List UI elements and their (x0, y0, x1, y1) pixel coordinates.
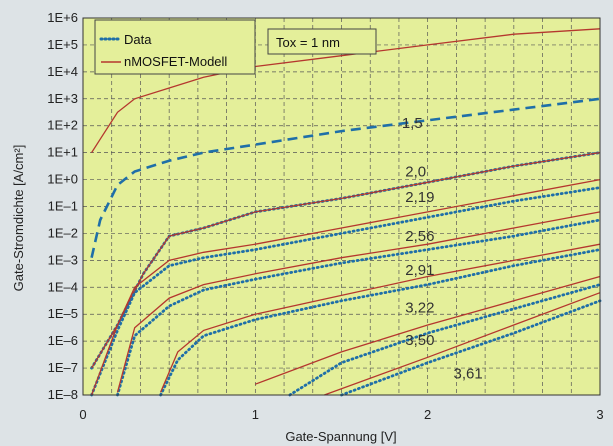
curve-data-3,22 (159, 248, 602, 397)
plot-frame (82, 17, 601, 396)
curves (90, 28, 602, 397)
y-axis-label: Gate-Stromdichte [A/cm²] (11, 145, 26, 292)
curve-label: 2,19 (405, 189, 434, 206)
annotation-text: Tox = 1 nm (276, 35, 340, 50)
curve-data-3,61 (340, 299, 602, 397)
x-tick-labels: 0 1 2 3 (79, 407, 603, 422)
y-tick-label: 1E+2 (47, 118, 78, 133)
curve-label: 3,22 (405, 299, 434, 316)
y-tick-label: 1E+4 (47, 64, 78, 79)
y-tick-label: 1E–2 (48, 225, 78, 240)
curve-model-2,56 (90, 178, 601, 396)
curve-label: 1,5 (402, 115, 423, 132)
curve-data-2,0 (90, 97, 601, 258)
curve-label: 3,50 (405, 332, 434, 349)
curve-model-1,5 (91, 28, 601, 153)
curve-label: 2,91 (405, 262, 434, 279)
annotation-tox: Tox = 1 nm (267, 28, 377, 55)
curve-data-2,56 (90, 186, 602, 397)
curve-data-3,50 (288, 283, 602, 397)
y-tick-label: 1E+1 (47, 145, 78, 160)
legend: Data nMOSFET-Modell (94, 19, 256, 75)
y-tick-label: 1E–3 (48, 252, 78, 267)
y-tick-label: 1E+6 (47, 10, 78, 25)
y-tick-label: 1E–5 (48, 306, 78, 321)
curve-label: 2,0 (405, 163, 426, 180)
curve-model-2,91 (116, 211, 601, 393)
legend-label-model: nMOSFET-Modell (124, 54, 227, 69)
x-tick-label: 2 (424, 407, 431, 422)
curve-label: 2,56 (405, 228, 434, 245)
x-tick-label: 1 (252, 407, 259, 422)
x-axis-label: Gate-Spannung [V] (285, 429, 396, 444)
curve-model-3,22 (160, 243, 601, 393)
y-tick-label: 1E+0 (47, 172, 78, 187)
annotation-box (267, 28, 377, 55)
curve-model-3,61 (324, 292, 601, 396)
y-tick-label: 1E–6 (48, 333, 78, 348)
x-tick-label: 3 (596, 407, 603, 422)
y-tick-label: 1E+3 (47, 91, 78, 106)
curve-data-2,91 (116, 218, 602, 397)
y-tick-label: 1E–4 (48, 279, 78, 294)
y-tick-label: 1E–7 (48, 360, 78, 375)
x-tick-label: 0 (79, 407, 86, 422)
curve-labels: 1,5 2,0 2,19 2,56 2,91 3,22 3,50 3,61 (402, 115, 483, 382)
legend-box (94, 19, 256, 75)
legend-label-data: Data (124, 32, 152, 47)
y-tick-label: 1E+5 (47, 37, 78, 52)
y-tick-label: 1E–8 (48, 387, 78, 402)
y-tick-labels: 1E–8 1E–7 1E–6 1E–5 1E–4 1E–3 1E–2 1E–1 1E+0 1E+1… (47, 10, 78, 402)
curve-model-3,50 (255, 275, 601, 385)
curve-label: 3,61 (454, 365, 483, 382)
y-tick-label: 1E–1 (48, 199, 78, 214)
